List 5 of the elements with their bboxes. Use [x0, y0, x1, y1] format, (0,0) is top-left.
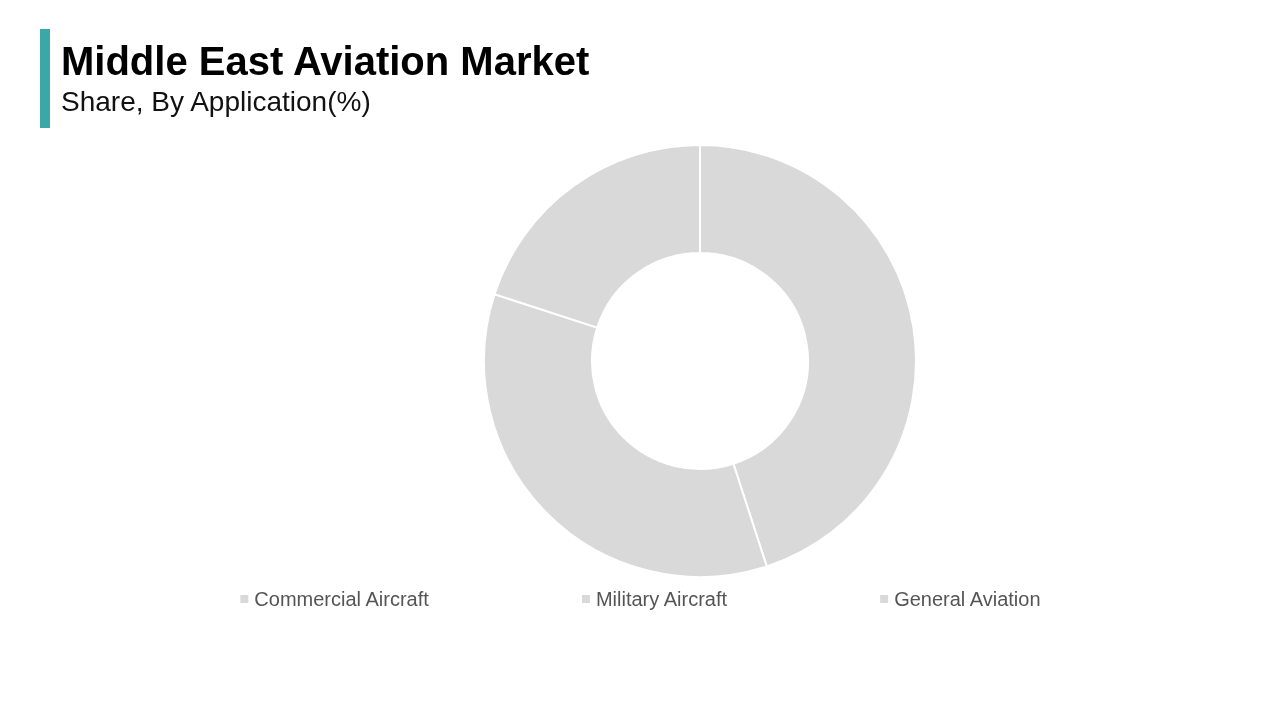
chart-title: Middle East Aviation Market [61, 39, 590, 83]
legend-label: Commercial Aircraft [254, 588, 430, 610]
legend-label: Military Aircraft [595, 588, 728, 610]
legend-label: General Aviation [894, 588, 1041, 610]
chart-subtitle: Share, By Application(%) [61, 85, 371, 117]
